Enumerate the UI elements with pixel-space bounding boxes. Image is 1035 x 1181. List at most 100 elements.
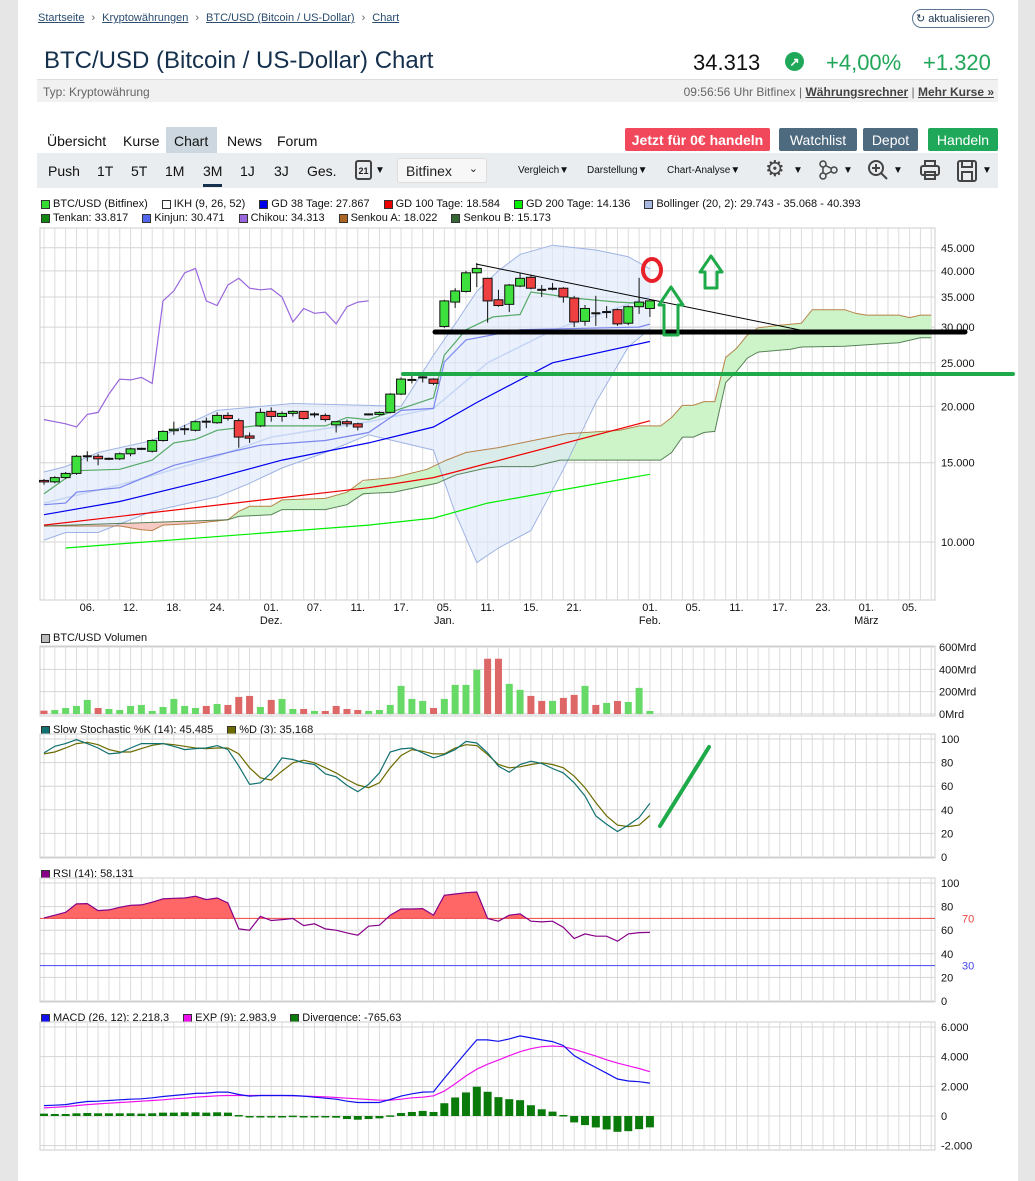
- trendline-drawing[interactable]: [475, 263, 801, 331]
- volume-bar: [581, 685, 589, 714]
- stochastic-arrow-drawing[interactable]: [658, 745, 711, 828]
- divergence-bar: [245, 1116, 254, 1118]
- menu-vergleich[interactable]: Vergleich▼: [518, 165, 570, 176]
- indicators-dropdown-arrow[interactable]: ▼: [843, 165, 853, 176]
- period-1m[interactable]: 1M: [165, 163, 185, 179]
- volume-bar: [105, 708, 113, 714]
- candle: [104, 457, 114, 461]
- legend-label: GD 100 Tage: 18.584: [395, 198, 500, 210]
- tab-news[interactable]: News: [227, 133, 263, 149]
- divergence-bar: [148, 1113, 157, 1116]
- period-3m[interactable]: 3M: [203, 163, 223, 187]
- divergence-bar: [310, 1116, 319, 1118]
- ichimoku-cloud-segment: [833, 309, 845, 347]
- legend-item[interactable]: GD 38 Tage: 27.867: [259, 198, 370, 210]
- legend-item[interactable]: IKH (9, 26, 52): [161, 198, 245, 210]
- divergence-bar: [213, 1112, 222, 1116]
- settings-dropdown-arrow[interactable]: ▼: [793, 165, 803, 176]
- rsi-line: [43, 891, 650, 942]
- network-icon[interactable]: [818, 159, 840, 181]
- volume-bar: [397, 685, 405, 714]
- candle: [71, 455, 82, 475]
- ichimoku-cloud-segment: [585, 431, 596, 461]
- ichimoku-cloud-segment: [790, 323, 802, 350]
- exchange-select[interactable]: Bitfinex ⌄: [397, 158, 487, 183]
- bollinger-upper-line: [43, 244, 651, 473]
- tab-kurse[interactable]: Kurse: [123, 133, 160, 149]
- save-dropdown-arrow[interactable]: ▼: [982, 165, 992, 176]
- breadcrumb-btcusd[interactable]: BTC/USD (Bitcoin / US-Dollar): [206, 12, 355, 24]
- ichimoku-cloud-segment: [682, 405, 694, 438]
- legend-item[interactable]: Kinjun: 30.471: [142, 212, 225, 224]
- legend-item[interactable]: Chikou: 34.313: [238, 212, 325, 224]
- legend-item[interactable]: Senkou B: 15.173: [451, 212, 551, 224]
- period-1t[interactable]: 1T: [97, 163, 114, 179]
- red-circle-drawing[interactable]: [641, 257, 663, 283]
- up-arrow-drawing[interactable]: [698, 254, 724, 290]
- divergence-bar: [72, 1113, 81, 1116]
- tab-uebersicht[interactable]: Übersicht: [47, 133, 107, 149]
- tab-chart[interactable]: Chart: [166, 127, 217, 153]
- candle: [482, 277, 493, 323]
- x-tick-label: 15.: [523, 602, 538, 614]
- refresh-button[interactable]: ↻ aktualisieren: [912, 9, 994, 28]
- candle: [374, 411, 385, 416]
- volume-bar: [624, 701, 632, 714]
- zoom-dropdown-arrow[interactable]: ▼: [893, 165, 903, 176]
- macd-chart: 6.000 4.000 2.000 0 -2.000: [40, 1022, 972, 1153]
- menu-darstellung[interactable]: Darstellung▼: [587, 165, 648, 176]
- depot-button[interactable]: Depot: [863, 128, 918, 151]
- menu-chart-analyse[interactable]: Chart-Analyse▼: [667, 165, 741, 176]
- volume-bar: [516, 689, 524, 714]
- ichimoku-cloud-segment: [303, 498, 315, 510]
- chart-toolbar: Push 1T 5T 1M 3M 1J 3J Ges. 21 ▼ Bitfine…: [37, 153, 998, 188]
- ichimoku-cloud-segment: [595, 431, 607, 461]
- trade-free-button[interactable]: Jetzt für 0€ handeln: [625, 128, 770, 151]
- divergence-bar: [418, 1110, 427, 1116]
- calendar-icon[interactable]: 21: [355, 160, 372, 180]
- exp-signal-line: [43, 1045, 651, 1109]
- breadcrumb-startseite[interactable]: Startseite: [38, 12, 85, 24]
- zoom-in-icon[interactable]: [867, 159, 889, 181]
- calendar-dropdown-arrow[interactable]: ▼: [375, 165, 385, 176]
- rsi-level-label: 70: [962, 913, 974, 925]
- legend-item[interactable]: GD 200 Tage: 14.136: [513, 198, 630, 210]
- legend-item[interactable]: BTC/USD (Bitfinex): [41, 198, 148, 210]
- candle: [158, 430, 169, 442]
- divergence-bar: [223, 1112, 232, 1116]
- breadcrumb-chart[interactable]: Chart: [372, 12, 400, 24]
- x-month-label: März: [854, 615, 878, 627]
- period-1j[interactable]: 1J: [240, 163, 255, 179]
- currency-converter-link[interactable]: Währungsrechner: [805, 85, 909, 99]
- legend-label: MACD (26, 12): 2.218,3: [53, 1012, 170, 1024]
- period-push[interactable]: Push: [48, 163, 80, 179]
- legend-item[interactable]: Bollinger (20, 2): 29.743 - 35.068 - 40.…: [644, 198, 861, 210]
- handeln-button[interactable]: Handeln: [928, 128, 998, 151]
- period-3j[interactable]: 3J: [274, 163, 289, 179]
- candle-body: [569, 297, 580, 323]
- print-icon[interactable]: [919, 159, 941, 181]
- period-ges[interactable]: Ges.: [307, 163, 337, 179]
- divergence-bar: [364, 1116, 373, 1120]
- divergence-bar: [440, 1103, 449, 1116]
- candle-body: [396, 378, 407, 395]
- more-quotes-link[interactable]: Mehr Kurse »: [917, 85, 994, 99]
- save-icon[interactable]: [956, 159, 978, 183]
- ichimoku-cloud-segment: [823, 309, 834, 347]
- watchlist-button[interactable]: Watchlist: [779, 128, 857, 151]
- period-5t[interactable]: 5T: [131, 163, 148, 179]
- candle-body: [49, 477, 60, 483]
- legend-item[interactable]: Tenkan: 33.817: [41, 212, 128, 224]
- gear-icon[interactable]: ⚙: [765, 156, 785, 181]
- legend-item[interactable]: GD 100 Tage: 18.584: [383, 198, 500, 210]
- tab-forum[interactable]: Forum: [277, 133, 318, 149]
- up-arrow-drawing[interactable]: [657, 285, 685, 337]
- y-tick-label: 0: [941, 1111, 947, 1123]
- breadcrumb-kryptowaehrungen[interactable]: Kryptowährungen: [102, 12, 189, 24]
- candle-body: [39, 479, 49, 483]
- candle-body: [558, 287, 569, 298]
- kinjun-line: [43, 323, 651, 506]
- rsi-level-label: 30: [962, 961, 974, 973]
- legend-item[interactable]: Senkou A: 18.022: [338, 212, 437, 224]
